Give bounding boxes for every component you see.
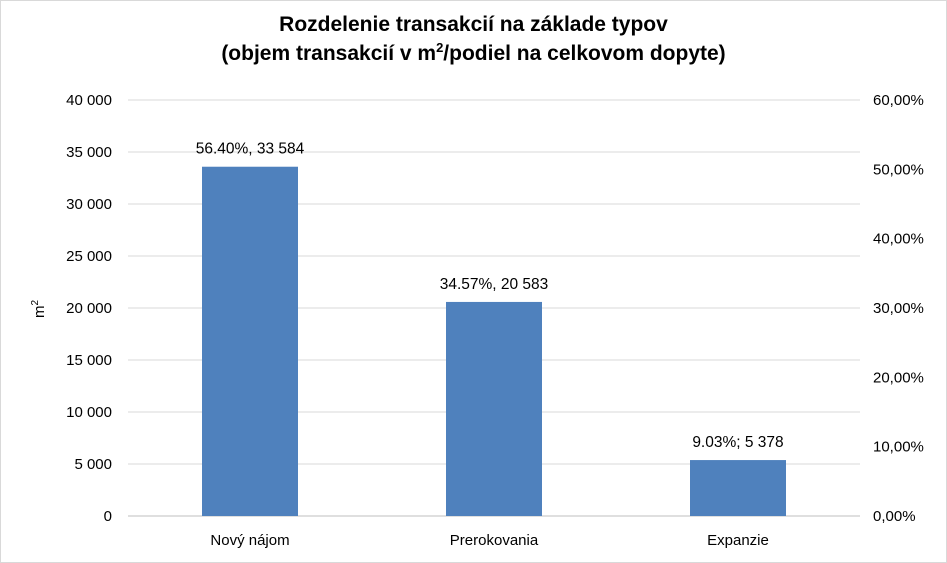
bars	[202, 166, 786, 517]
x-axis-tick-labels: Nový nájom Prerokovania Expanzie	[210, 532, 768, 549]
y-tick-label: 40 000	[66, 92, 112, 109]
y2-tick-label: 60,00%	[873, 92, 924, 109]
data-label: 9.03%; 5 378	[692, 434, 783, 451]
y-tick-label: 15 000	[66, 352, 112, 369]
y2-tick-label: 0,00%	[873, 508, 916, 525]
y-tick-label: 20 000	[66, 300, 112, 317]
chart-title-line2-pre: (objem transakcií v m	[221, 42, 437, 65]
y-tick-label: 5 000	[74, 456, 112, 473]
bar	[202, 166, 298, 517]
bar	[690, 460, 786, 516]
chart-title: Rozdelenie transakcií na základe typov (…	[0, 10, 947, 68]
y-tick-label: 25 000	[66, 248, 112, 265]
y2-tick-label: 10,00%	[873, 439, 924, 456]
data-labels: 56.40%, 33 584 34.57%, 20 583 9.03%; 5 378	[196, 141, 784, 451]
y2-tick-label: 40,00%	[873, 231, 924, 248]
chart-title-line2-post: /podiel na celkovom dopyte)	[443, 42, 726, 65]
y2-tick-label: 20,00%	[873, 369, 924, 386]
bar	[446, 301, 542, 516]
y-tick-label: 0	[104, 508, 112, 525]
y2-axis-tick-labels: 0,00% 10,00% 20,00% 30,00% 40,00% 50,00% 60,00…	[873, 92, 924, 525]
y2-tick-label: 50,00%	[873, 161, 924, 178]
x-tick-label: Expanzie	[707, 532, 769, 549]
y-tick-label: 10 000	[66, 404, 112, 421]
chart-title-line2: (objem transakcií v m2/podiel na celkovo…	[0, 39, 947, 68]
y-axis-tick-labels: 0 5 000 10 000 15 000 20 000 25 000 30 000 35 0…	[66, 92, 112, 525]
y-tick-label: 30 000	[66, 196, 112, 213]
chart-title-line2-sup: 2	[436, 40, 444, 55]
y-axis-title-text: m	[31, 306, 48, 319]
y-axis-title: m2	[30, 300, 48, 319]
chart-title-line1: Rozdelenie transakcií na základe typov	[279, 13, 668, 36]
y2-tick-label: 30,00%	[873, 300, 924, 317]
data-label: 56.40%, 33 584	[196, 141, 305, 158]
x-tick-label: Prerokovania	[450, 532, 539, 549]
y-tick-label: 35 000	[66, 144, 112, 161]
y-axis-title-sup: 2	[30, 300, 41, 306]
x-tick-label: Nový nájom	[210, 532, 289, 549]
data-label: 34.57%, 20 583	[440, 276, 549, 293]
